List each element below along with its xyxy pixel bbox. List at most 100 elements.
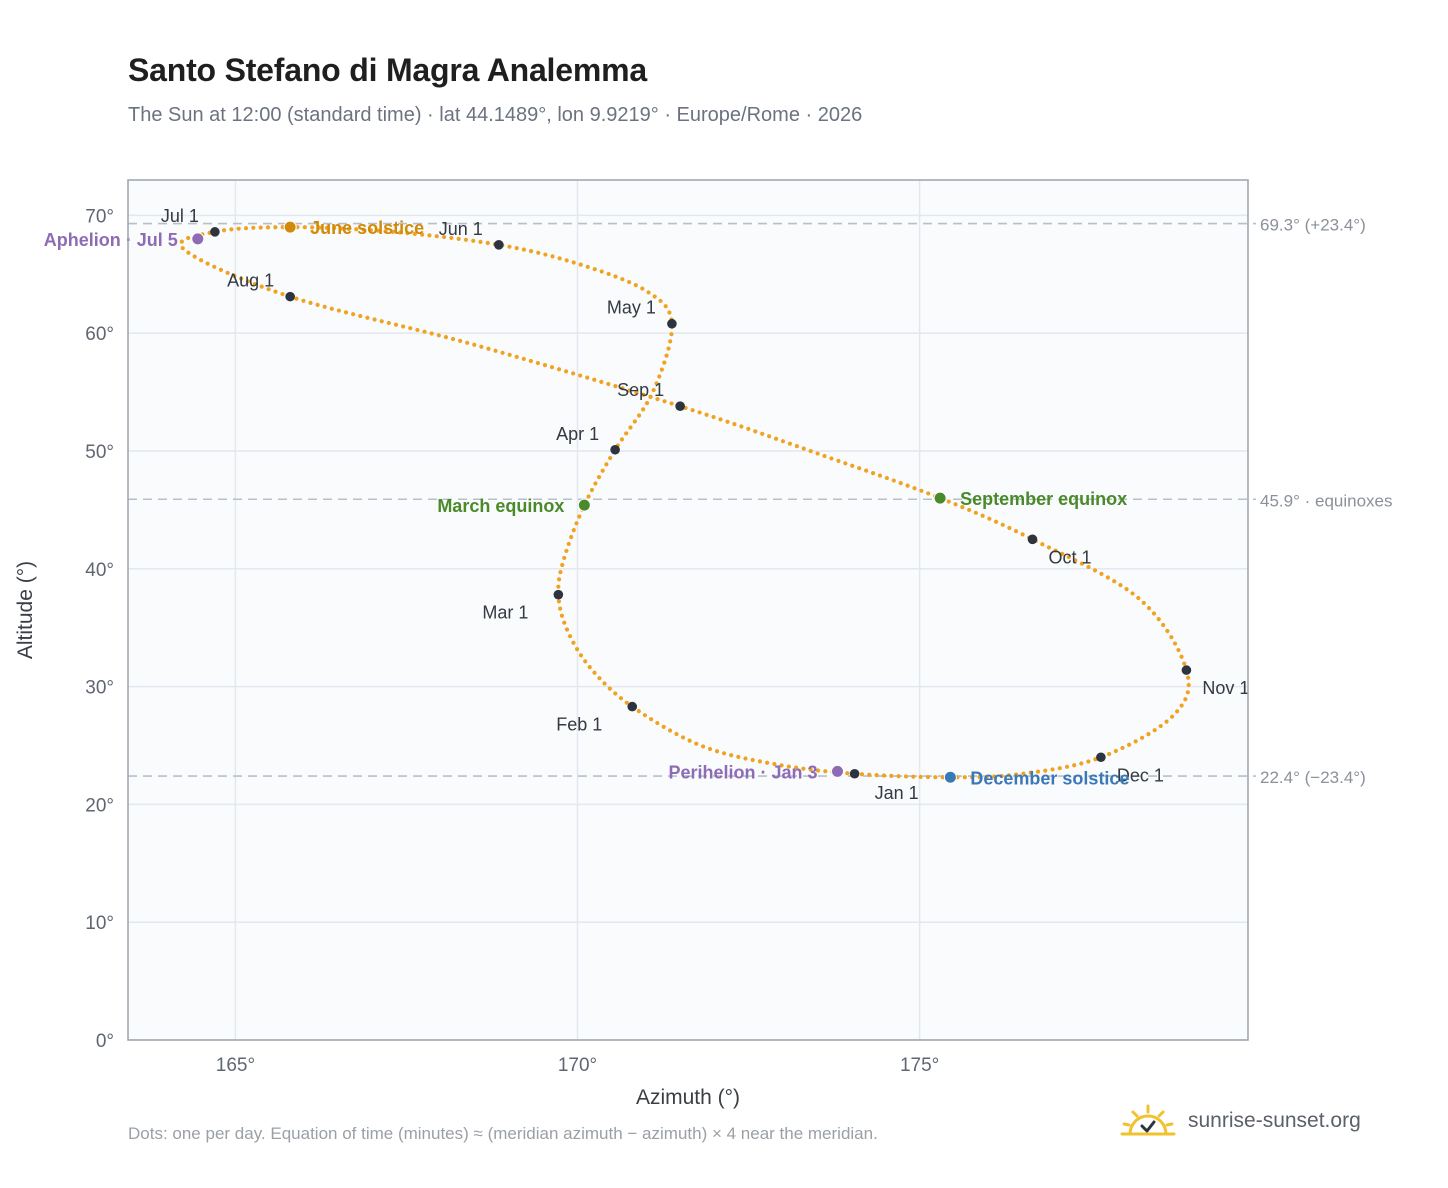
day-dot xyxy=(398,230,403,235)
day-dot xyxy=(946,499,951,504)
day-dot xyxy=(613,274,618,279)
reference-line-label: 45.9° · equinoxes xyxy=(1260,491,1393,510)
day-dot xyxy=(993,519,999,524)
day-dot xyxy=(628,425,633,430)
event-label: September equinox xyxy=(960,489,1127,509)
month-label: Mar 1 xyxy=(482,603,528,623)
day-dot xyxy=(620,277,625,282)
day-dot xyxy=(593,481,598,486)
event-label: December solstice xyxy=(970,768,1129,788)
footnote: Dots: one per day. Equation of time (min… xyxy=(128,1124,878,1143)
day-dot xyxy=(1124,587,1129,592)
day-dot xyxy=(571,528,576,533)
day-dot xyxy=(471,238,476,243)
chart-subtitle: The Sun at 12:00 (standard time) · lat 4… xyxy=(128,104,863,126)
day-dot xyxy=(1060,551,1065,556)
event-label: March equinox xyxy=(437,496,564,516)
day-dot xyxy=(578,373,583,378)
reference-line-label: 69.3° (+23.4°) xyxy=(1260,216,1366,235)
day-dot xyxy=(1079,561,1085,566)
day-dot xyxy=(667,728,673,733)
y-tick-label: 0° xyxy=(96,1031,114,1052)
day-dot xyxy=(613,691,618,696)
day-dot xyxy=(1092,568,1098,573)
day-dot xyxy=(787,441,793,446)
day-dot xyxy=(1046,545,1052,550)
event-marker xyxy=(577,498,591,512)
day-dot xyxy=(1107,751,1112,757)
day-dot xyxy=(592,267,597,272)
day-dot xyxy=(543,252,548,257)
month-label: Oct 1 xyxy=(1048,547,1091,567)
day-dot xyxy=(746,426,751,432)
day-dot xyxy=(607,686,612,691)
day-dot xyxy=(486,346,491,351)
day-dot xyxy=(405,231,410,236)
day-dot xyxy=(339,226,344,231)
day-dot xyxy=(613,384,618,389)
day-dot xyxy=(542,363,548,368)
day-dot xyxy=(592,377,597,382)
day-dot xyxy=(1140,735,1145,740)
day-dot xyxy=(896,774,901,779)
day-dot xyxy=(669,332,674,337)
day-dot xyxy=(365,315,370,320)
day-dot xyxy=(1158,723,1163,729)
tick-labels: 165° 170° 175° 0° 10° 20° 30° 40° 50° 60° 70° xyxy=(85,206,939,1076)
day-dot xyxy=(649,717,654,722)
day-dot xyxy=(556,599,562,604)
day-dot xyxy=(850,463,855,468)
day-dot xyxy=(322,304,327,309)
day-dot xyxy=(655,720,660,726)
day-dot xyxy=(736,754,741,760)
day-dot xyxy=(808,767,813,772)
day-dot xyxy=(346,226,351,231)
day-dot xyxy=(294,296,299,301)
day-dot xyxy=(566,541,571,547)
day-dot xyxy=(179,239,184,244)
day-dot xyxy=(620,386,625,391)
day-dot xyxy=(578,653,584,658)
day-dot xyxy=(1179,703,1184,708)
day-dot xyxy=(1165,628,1170,634)
day-dot xyxy=(669,401,674,406)
day-dot xyxy=(1028,770,1033,775)
brand-name[interactable]: sunrise-sunset.org xyxy=(1188,1109,1361,1132)
day-dot xyxy=(205,261,210,266)
brand[interactable]: sunrise-sunset.org xyxy=(1120,1104,1361,1138)
day-dot xyxy=(427,233,432,238)
day-dot xyxy=(568,634,573,639)
day-dot xyxy=(970,775,975,780)
day-dot xyxy=(569,534,574,540)
month-label: Jul 1 xyxy=(161,206,199,226)
day-dot xyxy=(351,312,356,317)
day-dot xyxy=(583,659,588,664)
day-dot xyxy=(368,228,373,233)
day-dot xyxy=(1007,525,1012,531)
day-dot xyxy=(725,419,730,424)
day-dot xyxy=(864,468,869,473)
day-dot xyxy=(589,487,595,493)
month-markers: Jan 1 Feb 1 Mar 1 Apr 1 May 1 Jun 1 Jul 1 Aug 1… xyxy=(161,206,1250,803)
day-dot xyxy=(500,350,505,355)
day-dot xyxy=(562,555,567,561)
day-dot xyxy=(560,562,565,568)
day-dot xyxy=(485,240,490,246)
day-dot xyxy=(379,319,384,324)
month-marker xyxy=(210,227,220,237)
day-dot xyxy=(662,399,667,404)
day-dot xyxy=(999,773,1004,779)
day-dot xyxy=(884,475,889,481)
day-dot xyxy=(690,408,695,413)
day-dot xyxy=(780,439,786,444)
day-dot xyxy=(801,446,806,451)
day-dot xyxy=(815,768,821,773)
day-dot xyxy=(604,462,609,467)
event-label: June solstice xyxy=(310,218,424,238)
day-dot xyxy=(585,375,590,380)
day-dot xyxy=(266,287,271,292)
day-dot xyxy=(658,298,663,304)
day-dot xyxy=(386,320,391,326)
day-dot xyxy=(1136,595,1141,601)
